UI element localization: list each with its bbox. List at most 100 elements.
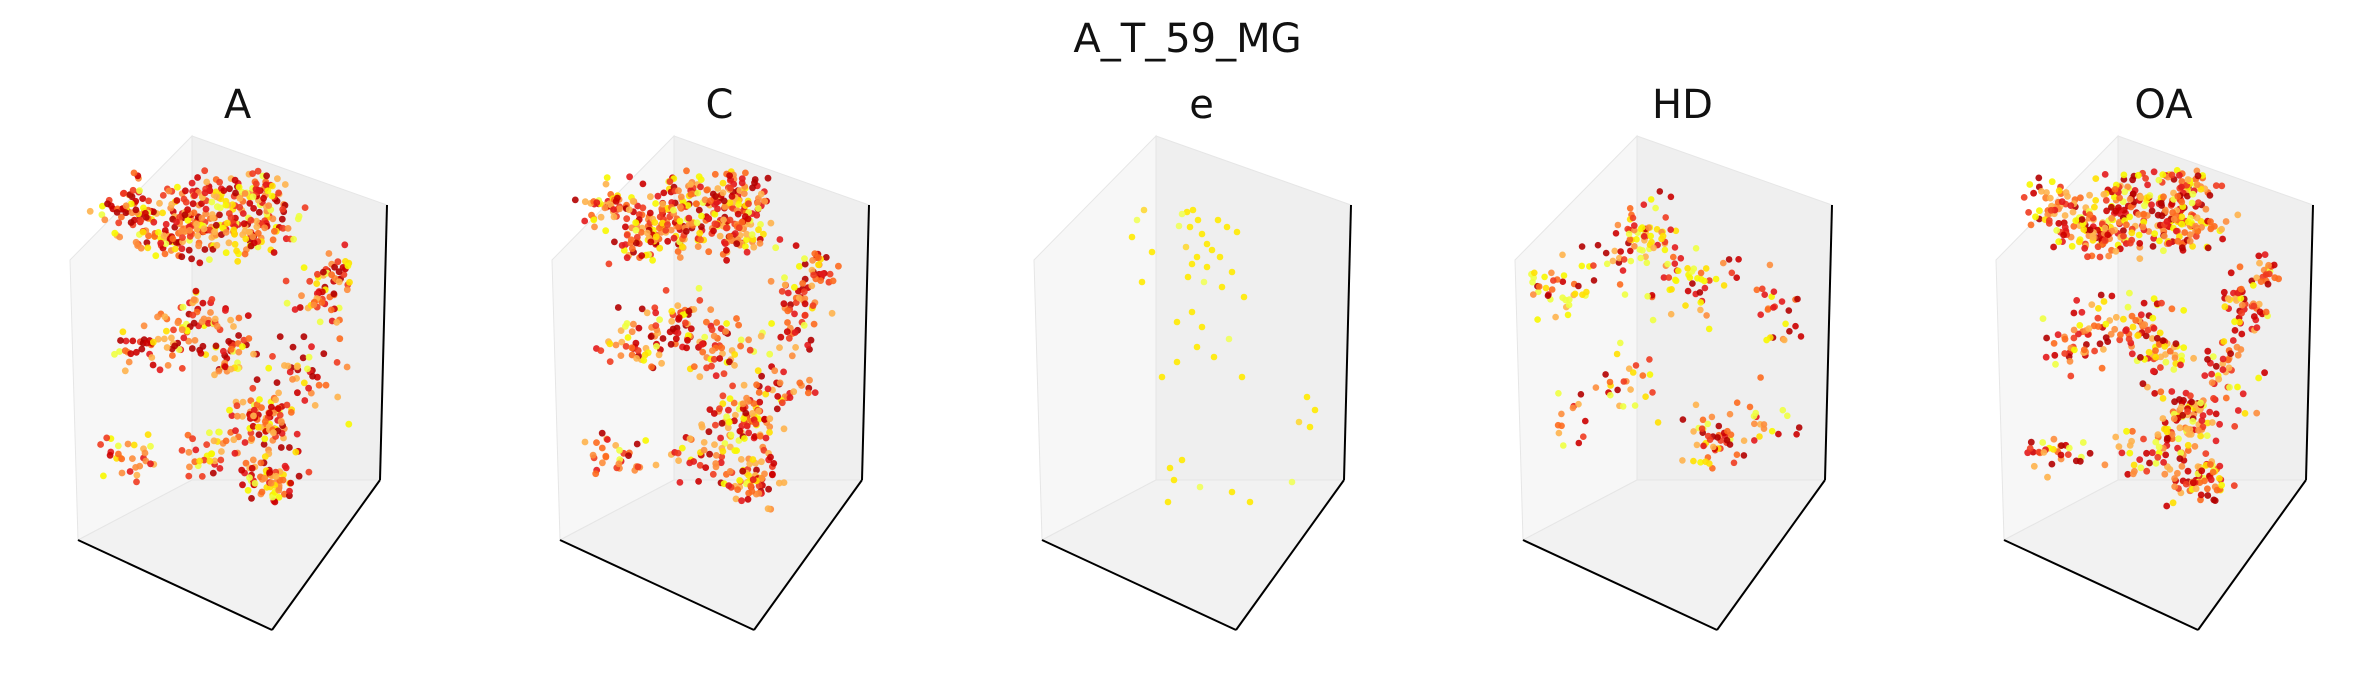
data-point: [1193, 343, 1201, 351]
data-point: [623, 231, 631, 239]
data-point: [2163, 218, 2171, 225]
data-point: [213, 193, 220, 201]
data-point: [2108, 214, 2115, 222]
data-point: [2057, 451, 2065, 459]
data-point: [211, 228, 218, 236]
data-point: [1550, 277, 1557, 284]
data-point: [2084, 253, 2091, 261]
data-point: [2060, 231, 2067, 239]
data-point: [1306, 423, 1314, 431]
data-point: [1164, 498, 1172, 506]
data-point: [171, 245, 179, 253]
data-point: [745, 336, 752, 344]
data-point: [173, 218, 180, 226]
data-point: [2070, 326, 2078, 334]
panel-title: HD: [1652, 82, 1713, 128]
data-point: [2120, 232, 2127, 240]
data-point: [622, 322, 629, 330]
data-point: [201, 167, 209, 175]
data-point: [656, 316, 663, 323]
data-point: [2152, 459, 2160, 467]
data-point: [647, 333, 655, 340]
data-point: [1671, 260, 1679, 268]
data-point: [2129, 470, 2137, 478]
data-point: [1697, 269, 1705, 277]
data-point: [1158, 373, 1166, 381]
data-point: [305, 384, 312, 392]
data-point: [2250, 313, 2258, 320]
data-point: [703, 186, 711, 194]
data-point: [2094, 243, 2102, 251]
data-point: [2222, 394, 2230, 402]
data-point: [2212, 410, 2220, 418]
data-point: [269, 182, 276, 190]
data-point: [1646, 356, 1653, 363]
data-point: [2069, 208, 2077, 216]
data-point: [726, 358, 733, 366]
data-point: [723, 224, 731, 232]
data-point: [1697, 459, 1704, 466]
data-point: [784, 307, 792, 315]
data-point: [2040, 449, 2048, 456]
data-point: [732, 411, 739, 419]
data-point: [2188, 398, 2195, 406]
data-point: [1240, 293, 1248, 301]
data-point: [2050, 243, 2057, 251]
data-point: [695, 478, 702, 485]
data-point: [292, 448, 300, 456]
data-point: [1246, 498, 1254, 506]
data-point: [674, 302, 682, 309]
data-point: [106, 451, 114, 459]
data-point: [676, 254, 684, 261]
data-point: [222, 228, 230, 236]
panel-OA: OA: [1926, 0, 2375, 691]
data-point: [1793, 431, 1800, 438]
data-point: [2237, 295, 2245, 302]
data-point: [800, 321, 808, 329]
data-point: [2120, 227, 2127, 235]
data-point: [1592, 384, 1600, 391]
data-point: [2050, 340, 2058, 347]
data-point: [117, 337, 124, 344]
data-point: [165, 187, 173, 195]
data-point: [191, 337, 199, 344]
data-point: [634, 202, 642, 210]
data-point: [618, 338, 626, 346]
panel-C: C: [482, 0, 957, 691]
data-point: [701, 196, 709, 204]
data-point: [1679, 457, 1686, 464]
data-point: [807, 336, 815, 344]
data-point: [250, 406, 258, 414]
data-point: [753, 381, 760, 389]
data-point: [2136, 240, 2144, 247]
data-point: [795, 294, 803, 302]
data-point: [2219, 366, 2227, 373]
data-point: [2061, 212, 2069, 219]
data-point: [2212, 182, 2220, 190]
data-point: [147, 460, 154, 468]
data-point: [2122, 327, 2129, 335]
data-point: [310, 301, 318, 309]
data-point: [141, 449, 149, 457]
data-point: [196, 457, 204, 465]
data-point: [2204, 492, 2212, 499]
data-point: [2194, 172, 2202, 180]
data-point: [1684, 265, 1691, 272]
data-point: [2234, 407, 2242, 414]
data-point: [2197, 491, 2205, 499]
data-point: [138, 345, 146, 353]
data-point: [215, 367, 223, 375]
data-point: [261, 453, 269, 460]
data-point: [191, 192, 198, 200]
data-point: [634, 463, 642, 471]
data-point: [330, 290, 338, 298]
data-point: [778, 399, 786, 407]
data-point: [1189, 206, 1197, 214]
data-point: [726, 199, 734, 207]
data-point: [181, 211, 189, 219]
data-point: [241, 439, 249, 446]
data-point: [743, 422, 751, 430]
figure-suptitle: A_T_59_MG: [1073, 16, 1302, 62]
data-point: [2189, 243, 2196, 250]
data-point: [593, 199, 601, 207]
